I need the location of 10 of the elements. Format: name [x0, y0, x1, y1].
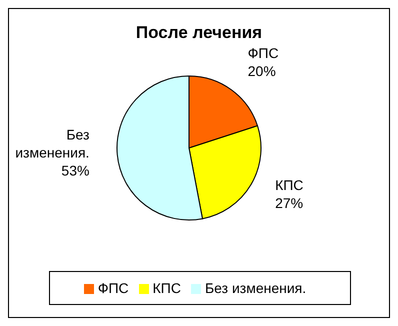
slice-label: ФПС: [248, 45, 279, 62]
legend-label: Без изменения.: [204, 280, 306, 296]
data-label: 27%: [275, 194, 304, 211]
slice-label: КПС: [275, 176, 304, 193]
data-label: 20%: [248, 63, 276, 80]
legend-label: ФПС: [98, 280, 129, 296]
slice-label: Без изменения.: [15, 126, 90, 160]
chart-title: После лечения: [134, 23, 264, 43]
legend-label: КПС: [152, 280, 181, 296]
data-label: 53%: [61, 162, 90, 178]
